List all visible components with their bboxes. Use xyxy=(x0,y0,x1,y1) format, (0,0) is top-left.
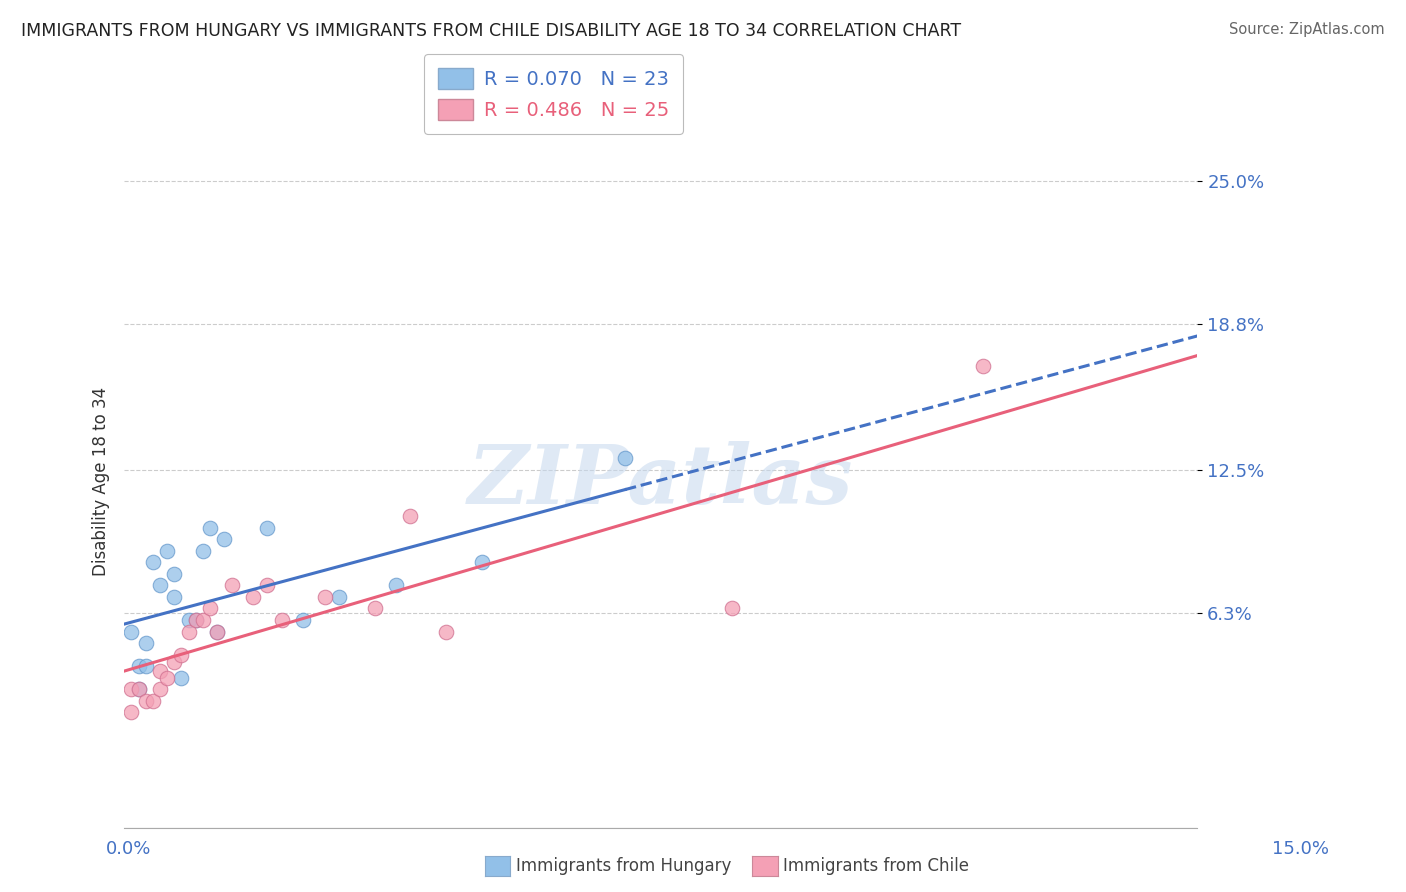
Point xyxy=(149,578,172,592)
Point xyxy=(177,613,200,627)
Point xyxy=(198,520,221,534)
Point xyxy=(128,682,150,697)
Point xyxy=(128,659,150,673)
Point xyxy=(163,655,186,669)
Point xyxy=(207,624,229,639)
Text: IMMIGRANTS FROM HUNGARY VS IMMIGRANTS FROM CHILE DISABILITY AGE 18 TO 34 CORRELA: IMMIGRANTS FROM HUNGARY VS IMMIGRANTS FR… xyxy=(21,22,962,40)
Legend: R = 0.070   N = 23, R = 0.486   N = 25: R = 0.070 N = 23, R = 0.486 N = 25 xyxy=(425,54,683,134)
Point xyxy=(207,624,229,639)
Point xyxy=(170,648,193,662)
Point xyxy=(314,590,336,604)
Point xyxy=(363,601,385,615)
Point xyxy=(120,706,142,720)
Point xyxy=(135,659,157,673)
Point xyxy=(184,613,207,627)
Text: 15.0%: 15.0% xyxy=(1271,840,1329,858)
Text: Immigrants from Hungary: Immigrants from Hungary xyxy=(516,857,731,875)
Point xyxy=(191,543,214,558)
Point xyxy=(614,451,637,466)
Point xyxy=(156,543,179,558)
Point xyxy=(434,624,457,639)
Text: 0.0%: 0.0% xyxy=(105,840,150,858)
Text: Immigrants from Chile: Immigrants from Chile xyxy=(783,857,969,875)
Point xyxy=(256,578,278,592)
Y-axis label: Disability Age 18 to 34: Disability Age 18 to 34 xyxy=(93,387,110,576)
Point xyxy=(170,671,193,685)
Point xyxy=(198,601,221,615)
Point xyxy=(184,613,207,627)
Point xyxy=(163,566,186,581)
Point xyxy=(142,555,165,569)
Point xyxy=(270,613,292,627)
Point xyxy=(399,508,422,523)
Point xyxy=(156,671,179,685)
Point xyxy=(328,590,350,604)
Point xyxy=(242,590,264,604)
Point xyxy=(177,624,200,639)
Point xyxy=(221,578,243,592)
Point xyxy=(721,601,744,615)
Point xyxy=(385,578,408,592)
Text: ZIPatlas: ZIPatlas xyxy=(468,442,853,521)
Point xyxy=(149,664,172,678)
Point xyxy=(972,359,994,373)
Point xyxy=(256,520,278,534)
Point xyxy=(120,682,142,697)
Point xyxy=(471,555,494,569)
Point xyxy=(292,613,315,627)
Point xyxy=(149,682,172,697)
Text: Source: ZipAtlas.com: Source: ZipAtlas.com xyxy=(1229,22,1385,37)
Point xyxy=(142,694,165,708)
Point xyxy=(135,636,157,650)
Point xyxy=(214,532,236,546)
Point xyxy=(128,682,150,697)
Point xyxy=(191,613,214,627)
Point xyxy=(135,694,157,708)
Point xyxy=(163,590,186,604)
Point xyxy=(120,624,142,639)
